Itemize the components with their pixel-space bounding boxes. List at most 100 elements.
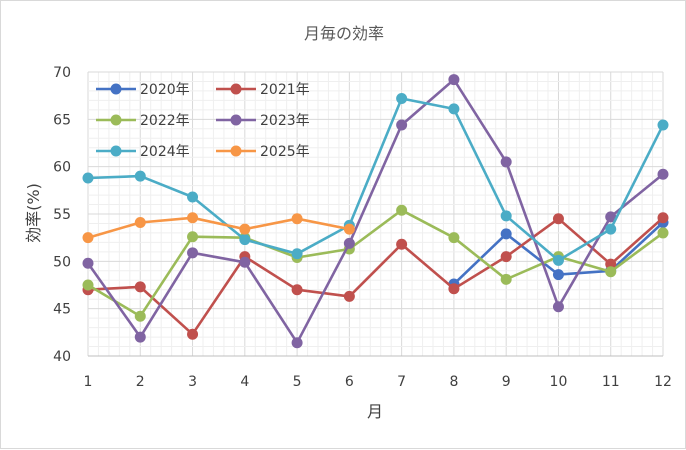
data-point <box>134 217 146 229</box>
x-tick-label: 11 <box>602 374 620 390</box>
legend-item: 2023年 <box>216 113 310 129</box>
data-point <box>500 251 512 263</box>
data-point <box>187 247 199 259</box>
legend-item: 2024年 <box>96 144 190 160</box>
legend-marker <box>230 83 242 95</box>
data-point <box>605 211 617 223</box>
data-point <box>448 232 460 244</box>
legend-label: 2023年 <box>260 113 310 129</box>
x-tick-label: 5 <box>293 374 302 390</box>
data-point <box>134 281 146 293</box>
x-tick-label: 1 <box>84 374 93 390</box>
data-point <box>239 234 251 246</box>
data-point <box>448 74 460 86</box>
data-point <box>187 191 199 203</box>
y-tick-label: 40 <box>53 349 71 365</box>
series-line <box>86 78 665 344</box>
legend-label: 2021年 <box>260 82 310 98</box>
y-tick-label: 60 <box>53 160 71 176</box>
data-point <box>500 210 512 222</box>
x-tick-label: 9 <box>502 374 511 390</box>
data-point <box>396 119 408 131</box>
data-point <box>239 256 251 268</box>
data-point <box>82 257 94 269</box>
data-point <box>657 212 669 224</box>
legend-marker <box>230 145 242 157</box>
data-point <box>343 223 355 235</box>
y-tick-label: 55 <box>53 207 71 223</box>
legend-item: 2021年 <box>216 82 310 98</box>
data-point <box>291 337 303 349</box>
x-tick-label: 8 <box>449 374 458 390</box>
legend-label: 2020年 <box>140 82 190 98</box>
data-point <box>82 172 94 184</box>
data-point <box>239 223 251 235</box>
chart-title: 月毎の効率 <box>304 24 384 43</box>
legend-item: 2025年 <box>216 144 310 160</box>
series-line <box>86 216 351 239</box>
data-point <box>291 248 303 260</box>
data-point <box>605 223 617 235</box>
y-axis-title: 効率(%) <box>24 183 43 243</box>
data-point <box>343 237 355 249</box>
x-tick-label: 3 <box>188 374 197 390</box>
data-point <box>448 103 460 115</box>
data-point <box>500 228 512 240</box>
data-point <box>657 168 669 180</box>
legend-label: 2025年 <box>260 144 310 160</box>
legend-label: 2022年 <box>140 113 190 129</box>
series-2022年 <box>82 204 669 322</box>
data-point <box>187 328 199 340</box>
data-point <box>343 290 355 302</box>
series-2024年 <box>82 93 669 266</box>
data-point <box>552 254 564 266</box>
x-tick-label: 6 <box>345 374 354 390</box>
x-tick-label: 2 <box>136 374 145 390</box>
legend-label: 2024年 <box>140 144 190 160</box>
x-tick-label: 10 <box>550 374 568 390</box>
x-axis-title: 月 <box>367 402 383 421</box>
data-point <box>187 231 199 243</box>
legend-item: 2020年 <box>96 82 190 98</box>
series-2025年 <box>82 212 355 244</box>
legend-marker <box>230 114 242 126</box>
series-line <box>86 216 665 336</box>
data-point <box>82 232 94 244</box>
data-point <box>448 283 460 295</box>
data-point <box>396 204 408 216</box>
data-point <box>82 279 94 291</box>
data-point <box>552 269 564 281</box>
data-point <box>291 213 303 225</box>
data-point <box>500 273 512 285</box>
legend-marker <box>110 83 122 95</box>
y-tick-label: 70 <box>53 65 71 81</box>
data-point <box>657 227 669 239</box>
data-point <box>605 266 617 278</box>
y-tick-label: 65 <box>53 112 71 128</box>
data-point <box>396 238 408 250</box>
data-point <box>187 212 199 224</box>
data-point <box>657 119 669 131</box>
x-tick-label: 12 <box>654 374 672 390</box>
series-line <box>86 208 665 318</box>
series-2021年 <box>82 212 669 340</box>
y-tick-label: 45 <box>53 302 71 318</box>
data-point <box>134 331 146 343</box>
legend-marker <box>110 145 122 157</box>
y-tick-label: 50 <box>53 254 71 270</box>
data-point <box>605 258 617 270</box>
x-tick-label: 4 <box>240 374 249 390</box>
legend-item: 2022年 <box>96 113 190 129</box>
series-2023年 <box>82 74 669 349</box>
series-line <box>86 97 665 262</box>
data-point <box>134 170 146 182</box>
legend-marker <box>110 114 122 126</box>
x-tick-label: 7 <box>397 374 406 390</box>
data-point <box>396 93 408 105</box>
data-point <box>291 284 303 296</box>
data-point <box>552 301 564 313</box>
data-point <box>134 310 146 322</box>
data-point <box>500 156 512 168</box>
